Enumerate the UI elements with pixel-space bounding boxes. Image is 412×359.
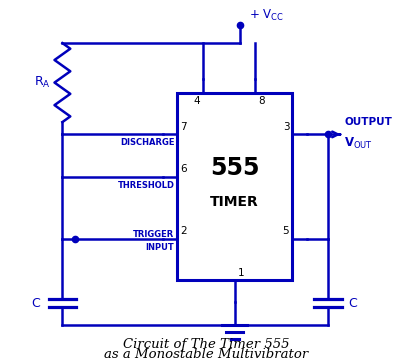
Text: 555: 555 bbox=[210, 156, 260, 180]
Text: INPUT: INPUT bbox=[146, 243, 174, 252]
Text: C: C bbox=[348, 297, 357, 310]
Text: 3: 3 bbox=[283, 122, 289, 131]
Text: 2: 2 bbox=[180, 226, 187, 236]
Text: Circuit of The Timer 555: Circuit of The Timer 555 bbox=[123, 338, 289, 351]
Text: V$_{\rm OUT}$: V$_{\rm OUT}$ bbox=[344, 136, 373, 151]
Text: DISCHARGE: DISCHARGE bbox=[120, 138, 174, 147]
Text: C: C bbox=[31, 297, 40, 310]
Text: 5: 5 bbox=[283, 226, 289, 236]
Text: R$_{\rm A}$: R$_{\rm A}$ bbox=[34, 75, 51, 90]
Text: 7: 7 bbox=[180, 122, 187, 131]
Text: 8: 8 bbox=[258, 96, 265, 106]
Text: THRESHOLD: THRESHOLD bbox=[117, 181, 174, 190]
FancyBboxPatch shape bbox=[177, 93, 292, 280]
Text: OUTPUT: OUTPUT bbox=[344, 117, 392, 127]
Text: 6: 6 bbox=[180, 164, 187, 174]
Text: + V$_{\rm CC}$: + V$_{\rm CC}$ bbox=[249, 8, 284, 23]
Text: 4: 4 bbox=[193, 96, 200, 106]
Text: 1: 1 bbox=[238, 268, 244, 278]
Text: as a Monostable Multivibrator: as a Monostable Multivibrator bbox=[104, 348, 308, 359]
Text: TRIGGER: TRIGGER bbox=[133, 230, 174, 239]
Text: TIMER: TIMER bbox=[211, 195, 259, 209]
